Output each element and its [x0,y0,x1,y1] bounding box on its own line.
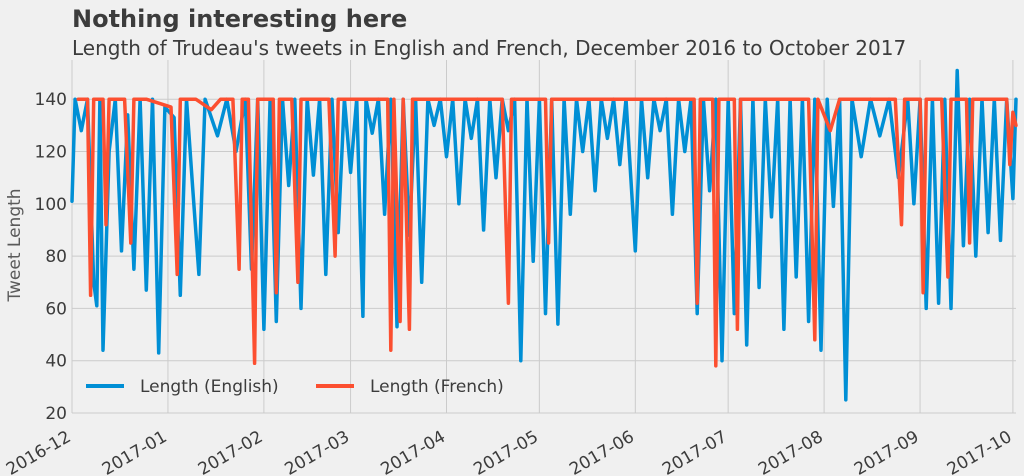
x-tick-label: 2017-03 [282,427,354,476]
x-tick-label: 2017-10 [944,427,1016,476]
x-tick-label: 2017-08 [755,427,827,476]
x-axis: 2016-12 2017-01 2017-02 2017-03 2017-04 2017-… [3,427,1015,476]
x-tick-label: 2017-02 [195,427,267,476]
x-tick-label: 2017-09 [851,427,923,476]
y-axis-label: Tweet Length [5,188,25,302]
legend-label-english: Length (English) [140,377,279,397]
y-tick-label: 80 [45,247,67,267]
y-tick-label: 140 [35,90,67,110]
series-line-french [76,97,1018,368]
legend: Length (English) Length (French) [86,377,504,397]
series-layer [70,68,1018,402]
chart-title: Nothing interesting here [72,5,407,33]
y-tick-label: 20 [45,404,67,424]
y-axis: 20 40 60 80 100 120 140 [35,90,67,424]
y-tick-label: 100 [35,195,67,215]
x-tick-label: 2017-01 [99,427,171,476]
x-tick-label: 2016-12 [3,427,75,476]
x-tick-label: 2017-05 [470,427,542,476]
y-tick-label: 40 [45,352,67,372]
x-tick-label: 2017-06 [566,427,638,476]
y-tick-label: 120 [35,143,67,163]
x-tick-label: 2017-04 [377,427,449,476]
y-tick-label: 60 [45,299,67,319]
series-line-english [70,68,1018,402]
legend-label-french: Length (French) [370,377,504,397]
x-tick-label: 2017-07 [659,427,731,476]
chart-subtitle: Length of Trudeau's tweets in English an… [72,36,906,60]
